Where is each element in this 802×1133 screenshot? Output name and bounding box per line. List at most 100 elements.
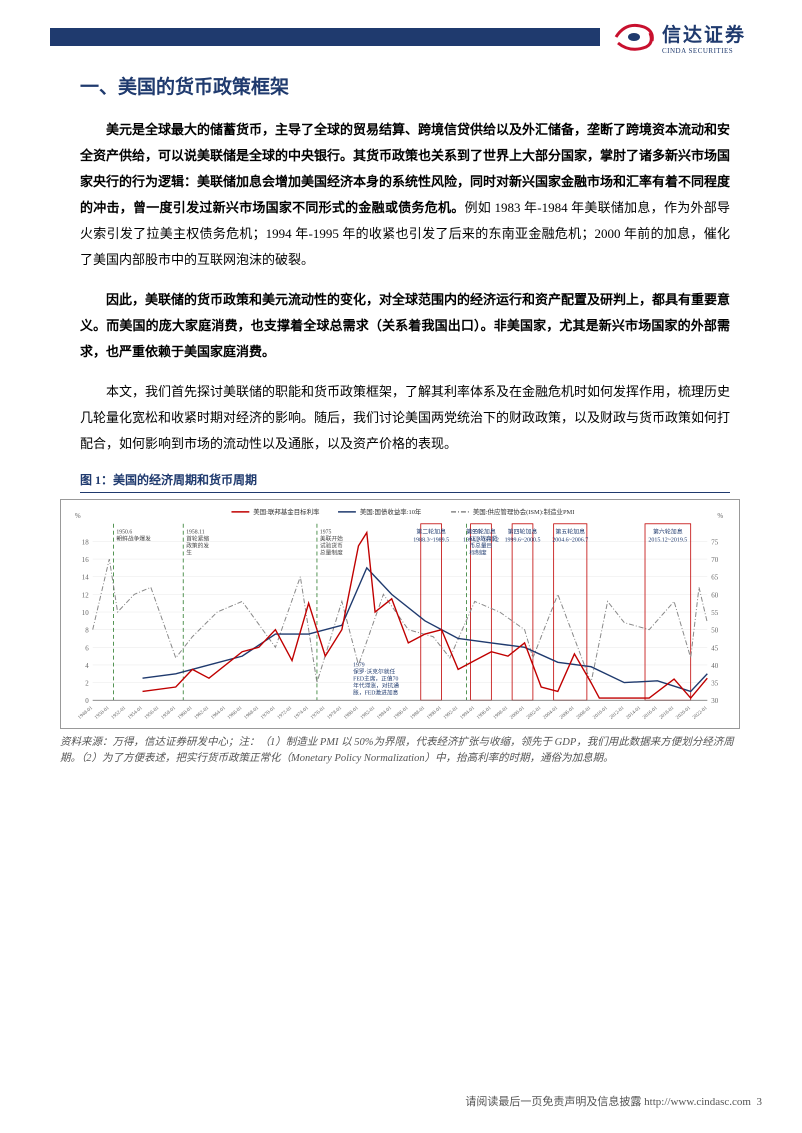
svg-text:保罗·沃克尔就任: 保罗·沃克尔就任 [353, 667, 395, 675]
svg-text:18: 18 [82, 539, 89, 546]
svg-text:2: 2 [85, 681, 89, 688]
svg-text:第五轮加息: 第五轮加息 [555, 528, 585, 536]
svg-text:1966-01: 1966-01 [226, 705, 243, 721]
svg-text:政策的发: 政策的发 [186, 542, 209, 550]
svg-text:1979: 1979 [353, 663, 365, 669]
svg-text:2004-01: 2004-01 [542, 705, 559, 721]
svg-text:50: 50 [711, 628, 718, 635]
svg-text:2008-01: 2008-01 [575, 705, 592, 721]
svg-text:%: % [717, 513, 723, 520]
header-bar [50, 28, 600, 46]
svg-text:6: 6 [85, 645, 89, 652]
svg-text:0: 0 [85, 698, 89, 705]
svg-text:8: 8 [85, 628, 89, 635]
svg-text:55: 55 [711, 610, 718, 617]
svg-text:美国:国债收益率:10年: 美国:国债收益率:10年 [360, 507, 422, 516]
svg-text:1998-01: 1998-01 [492, 705, 509, 721]
svg-text:1970-01: 1970-01 [260, 705, 277, 721]
svg-text:1972-01: 1972-01 [276, 705, 293, 721]
figure-title-rule [80, 492, 730, 493]
svg-text:1999.6~2000.5: 1999.6~2000.5 [505, 538, 541, 544]
para2-bold: 因此，美联储的货币政策和美元流动性的变化，对全球范围内的经济运行和资产配置及研判… [80, 292, 730, 359]
svg-text:美联开始: 美联开始 [320, 535, 343, 543]
svg-text:标制度: 标制度 [469, 549, 486, 557]
brand-name-en: CINDA SECURITIES [662, 47, 746, 55]
logo-swirl-icon [612, 19, 656, 55]
svg-text:试验货币: 试验货币 [320, 542, 343, 550]
svg-text:1978-01: 1978-01 [326, 705, 343, 721]
brand-logo: 信达证券 CINDA SECURITIES [612, 18, 762, 56]
figure-source: 资料来源：万得，信达证券研发中心；注：（1）制造业 PMI 以 50%为界限，代… [60, 735, 740, 767]
svg-text:1948-01: 1948-01 [77, 705, 94, 721]
section-heading: 一、美国的货币政策框架 [80, 72, 730, 99]
svg-text:1990-01: 1990-01 [426, 705, 443, 721]
svg-text:1958-01: 1958-01 [160, 705, 177, 721]
svg-text:16: 16 [82, 557, 89, 564]
svg-text:60: 60 [711, 592, 718, 599]
page-footer: 请阅读最后一页免责声明及信息披露 http://www.cindasc.com … [465, 1093, 762, 1109]
svg-text:30: 30 [711, 698, 718, 705]
svg-text:1950.6: 1950.6 [116, 530, 132, 536]
svg-text:1982-01: 1982-01 [359, 705, 376, 721]
paragraph-2: 因此，美联储的货币政策和美元流动性的变化，对全球范围内的经济运行和资产配置及研判… [80, 287, 730, 365]
svg-text:2002-01: 2002-01 [525, 705, 542, 721]
svg-text:2020-01: 2020-01 [675, 705, 692, 721]
svg-text:第四轮加息: 第四轮加息 [508, 528, 538, 536]
svg-text:12: 12 [82, 592, 89, 599]
svg-text:%: % [75, 513, 81, 520]
svg-text:1974-01: 1974-01 [293, 705, 310, 721]
svg-text:2022-01: 2022-01 [692, 705, 709, 721]
svg-text:年代滞涨，对抗通: 年代滞涨，对抗通 [353, 681, 399, 689]
svg-text:4: 4 [85, 663, 89, 670]
svg-text:1994-01: 1994-01 [459, 705, 476, 721]
paragraph-1: 美元是全球最大的储蓄货币，主导了全球的贸易结算、跨境信贷供给以及外汇储备，垄断了… [80, 117, 730, 273]
svg-text:2015.12~2019.5: 2015.12~2019.5 [648, 538, 687, 544]
svg-text:FED主席，正值70: FED主席，正值70 [353, 674, 398, 682]
svg-text:2000-01: 2000-01 [509, 705, 526, 721]
svg-text:1964-01: 1964-01 [210, 705, 227, 721]
svg-text:总量制度: 总量制度 [320, 549, 343, 557]
svg-text:1996-01: 1996-01 [476, 705, 493, 721]
svg-text:美国:联邦基金目标利率: 美国:联邦基金目标利率 [253, 507, 320, 516]
svg-text:朝鲜战争爆发: 朝鲜战争爆发 [116, 535, 151, 543]
svg-text:1975: 1975 [320, 530, 332, 536]
footer-url: http://www.cindasc.com [644, 1096, 751, 1108]
brand-name-cn: 信达证券 [662, 20, 746, 47]
svg-text:1988.3~1989.5: 1988.3~1989.5 [413, 538, 449, 544]
svg-text:1980-01: 1980-01 [343, 705, 360, 721]
svg-text:1992-01: 1992-01 [442, 705, 459, 721]
svg-text:首轮紧缩: 首轮紧缩 [186, 535, 209, 543]
svg-text:40: 40 [711, 663, 718, 670]
svg-text:币总量目: 币总量目 [469, 542, 492, 550]
svg-text:2018-01: 2018-01 [658, 705, 675, 721]
svg-text:2010-01: 2010-01 [592, 705, 609, 721]
footer-text: 请阅读最后一页免责声明及信息披露 [465, 1096, 641, 1108]
svg-text:1976-01: 1976-01 [310, 705, 327, 721]
main-content: 一、美国的货币政策框架 美元是全球最大的储蓄货币，主导了全球的贸易结算、跨境信贷… [80, 72, 730, 767]
svg-text:2016-01: 2016-01 [642, 705, 659, 721]
svg-text:第二轮加息: 第二轮加息 [416, 528, 446, 536]
svg-text:2014-01: 2014-01 [625, 705, 642, 721]
svg-text:第六轮加息: 第六轮加息 [653, 528, 683, 536]
chart-svg: 02468101214161830354045505560657075%%194… [61, 500, 739, 728]
svg-text:1954-01: 1954-01 [127, 705, 144, 721]
svg-text:胀，FED激进加息: 胀，FED激进加息 [353, 688, 399, 696]
svg-text:1952-01: 1952-01 [110, 705, 127, 721]
svg-text:2012-01: 2012-01 [609, 705, 626, 721]
svg-text:1958.11: 1958.11 [186, 530, 205, 536]
svg-text:10: 10 [82, 610, 89, 617]
svg-text:2006-01: 2006-01 [559, 705, 576, 721]
svg-text:1988-01: 1988-01 [409, 705, 426, 721]
svg-text:FED放弃货: FED放弃货 [469, 535, 497, 543]
footer-page: 3 [757, 1096, 763, 1108]
svg-text:70: 70 [711, 557, 718, 564]
svg-text:35: 35 [711, 681, 718, 688]
svg-text:1950-01: 1950-01 [94, 705, 111, 721]
paragraph-3: 本文，我们首先探讨美联储的职能和货币政策框架，了解其利率体系及在金融危机时如何发… [80, 379, 730, 457]
svg-text:1956-01: 1956-01 [143, 705, 160, 721]
svg-text:45: 45 [711, 645, 718, 652]
svg-text:1984-01: 1984-01 [376, 705, 393, 721]
svg-text:1962-01: 1962-01 [193, 705, 210, 721]
svg-text:美国:供应管理协会(ISM):制造业PMI: 美国:供应管理协会(ISM):制造业PMI [473, 507, 575, 516]
figure-1-chart: 02468101214161830354045505560657075%%194… [60, 499, 740, 729]
